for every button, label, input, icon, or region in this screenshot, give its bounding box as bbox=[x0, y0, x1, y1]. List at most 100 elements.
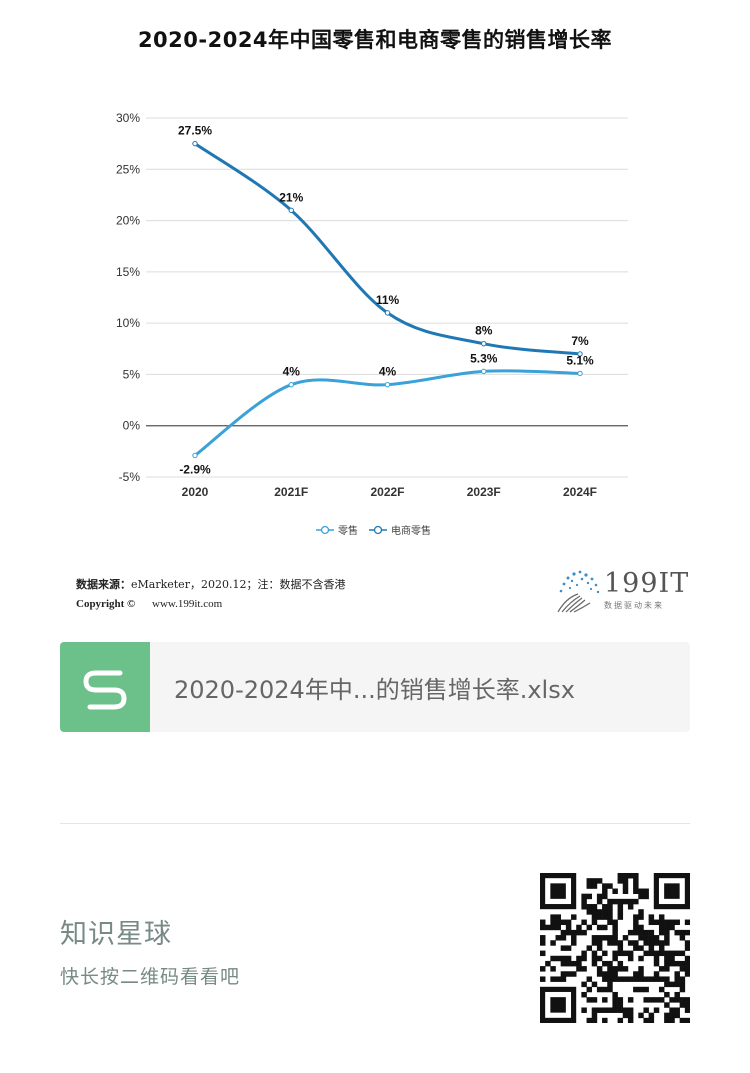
qr-module bbox=[602, 893, 608, 900]
legend-label: 电商零售 bbox=[391, 524, 431, 537]
qr-module bbox=[684, 997, 690, 1003]
qr-module bbox=[658, 966, 665, 972]
qr-module bbox=[684, 1002, 690, 1008]
qr-module bbox=[571, 971, 577, 977]
qr-module bbox=[602, 904, 608, 910]
copyright-site[interactable]: www.199it.com bbox=[152, 598, 223, 610]
qr-module bbox=[602, 924, 608, 931]
qr-module bbox=[658, 945, 665, 951]
qr-module bbox=[638, 929, 644, 936]
y-tick-label: 30% bbox=[116, 111, 140, 125]
qr-module bbox=[669, 955, 675, 962]
qr-module bbox=[638, 945, 644, 951]
qr-module bbox=[596, 935, 603, 941]
qr-module bbox=[674, 976, 680, 982]
qr-module bbox=[607, 976, 613, 982]
qr-module bbox=[565, 945, 572, 951]
qr-module bbox=[550, 997, 566, 1013]
qr-module bbox=[607, 914, 613, 920]
qr-module bbox=[669, 1007, 675, 1013]
qr-module bbox=[674, 919, 680, 926]
qr-module bbox=[653, 960, 660, 967]
qr-module bbox=[607, 986, 613, 993]
qr-module bbox=[627, 1007, 634, 1013]
qr-module bbox=[622, 966, 629, 972]
qr-module bbox=[591, 878, 598, 884]
qr-module bbox=[627, 940, 634, 946]
qr-module bbox=[669, 997, 675, 1003]
qr-module bbox=[612, 1002, 618, 1008]
qr-module bbox=[617, 904, 624, 910]
qr-module bbox=[586, 909, 593, 915]
qr-module bbox=[664, 960, 670, 967]
qr-module bbox=[602, 971, 608, 977]
qr-module bbox=[581, 991, 587, 998]
qr-module bbox=[674, 1007, 680, 1013]
data-point bbox=[384, 310, 391, 316]
qr-module bbox=[560, 976, 567, 982]
qr-module bbox=[684, 945, 690, 951]
qr-module bbox=[643, 935, 649, 941]
qr-module bbox=[684, 919, 690, 926]
qr-module bbox=[555, 955, 561, 962]
qr-module bbox=[591, 1012, 598, 1019]
qr-module bbox=[638, 914, 644, 920]
logo-slogan: 数据驱动未来 bbox=[604, 601, 664, 610]
qr-module bbox=[627, 997, 634, 1003]
qr-module bbox=[653, 1007, 660, 1013]
qr-code-icon[interactable] bbox=[540, 873, 690, 1023]
qr-module bbox=[648, 945, 655, 951]
data-label: 4% bbox=[379, 365, 397, 379]
qr-module bbox=[591, 1017, 598, 1023]
qr-module bbox=[602, 960, 608, 967]
data-point bbox=[481, 368, 487, 375]
qr-module bbox=[643, 976, 649, 982]
qr-module bbox=[540, 935, 546, 941]
qr-module bbox=[555, 935, 561, 941]
qr-module bbox=[560, 960, 567, 967]
qr-module bbox=[684, 940, 690, 946]
qr-module bbox=[627, 873, 634, 879]
qr-module bbox=[555, 914, 561, 920]
qr-module bbox=[664, 919, 670, 926]
qr-module bbox=[596, 971, 603, 977]
qr-module bbox=[617, 898, 624, 905]
qr-module bbox=[627, 929, 634, 936]
qr-module bbox=[596, 940, 603, 946]
qr-module bbox=[602, 914, 608, 920]
qr-module bbox=[591, 960, 598, 967]
qr-module bbox=[648, 1012, 655, 1019]
wps-spreadsheet-icon bbox=[60, 642, 150, 732]
qr-module bbox=[540, 924, 546, 931]
qr-module bbox=[633, 898, 639, 905]
qr-module bbox=[664, 991, 670, 998]
qr-module bbox=[596, 909, 603, 915]
data-label: -2.9% bbox=[179, 462, 211, 476]
qr-module bbox=[617, 940, 624, 946]
qr-module bbox=[550, 966, 556, 972]
qr-module bbox=[638, 966, 644, 972]
qr-module bbox=[612, 955, 618, 962]
data-label: 11% bbox=[376, 293, 400, 307]
qr-module bbox=[560, 945, 567, 951]
data-label: 27.5% bbox=[178, 124, 212, 138]
qr-module bbox=[602, 976, 608, 982]
qr-module bbox=[679, 997, 686, 1003]
qr-module bbox=[658, 929, 665, 936]
qr-module bbox=[633, 971, 639, 977]
qr-module bbox=[653, 971, 660, 977]
qr-module bbox=[622, 883, 629, 889]
qr-module bbox=[612, 971, 618, 977]
qr-module bbox=[591, 914, 598, 920]
qr-module bbox=[550, 976, 556, 982]
file-attachment[interactable]: 2020-2024年中...的销售增长率.xlsx bbox=[60, 642, 690, 732]
qr-module bbox=[596, 898, 603, 905]
qr-module bbox=[653, 935, 660, 941]
qr-module bbox=[555, 919, 561, 926]
qr-module bbox=[658, 940, 665, 946]
qr-module bbox=[586, 893, 593, 900]
qr-module bbox=[617, 966, 624, 972]
qr-module bbox=[679, 981, 686, 988]
qr-module bbox=[550, 924, 556, 931]
qr-module bbox=[633, 976, 639, 982]
